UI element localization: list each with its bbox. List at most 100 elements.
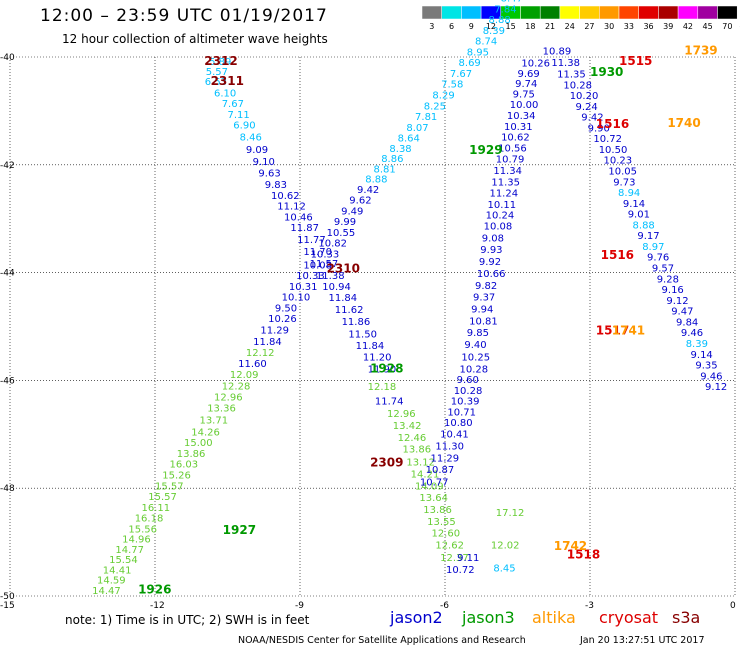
chart-subtitle: 12 hour collection of altimeter wave hei… [62,32,328,46]
wave-height-point: 9.92 [479,257,501,268]
wave-height-point: 11.74 [375,397,404,408]
wave-height-point: 7.67 [222,99,244,110]
wave-height-point: 10.26 [268,314,297,325]
wave-height-point: 9.63 [258,169,280,180]
wave-height-point: 9.73 [613,177,635,188]
wave-height-point: 13.86 [402,445,431,456]
wave-height-point: 13.64 [419,493,448,504]
wave-height-point: 9.75 [513,89,535,100]
wave-height-point: 11.62 [335,305,364,316]
wave-height-point: 13.55 [427,517,456,528]
wave-height-point: 10.56 [498,143,527,154]
wave-height-point: 6.90 [233,121,255,132]
wave-height-point: 12.60 [431,529,460,540]
wave-height-point: 8.38 [389,144,411,155]
wave-height-point: 10.26 [521,59,550,70]
wave-height-point: 8.25 [424,101,446,112]
wave-height-point: 15.26 [162,470,191,481]
wave-height-point: 8.95 [467,47,489,58]
wave-height-point: 7.81 [415,112,437,123]
scale-label: 15 [506,22,516,31]
wave-height-point: 12.62 [435,541,464,552]
wave-height-point: 8.86 [381,154,403,165]
wave-height-point: 11.12 [277,202,306,213]
wave-height-point: 14.09 [415,481,444,492]
wave-height-point: 9.57 [652,264,674,275]
pass-time-label: 2311 [211,74,244,88]
wave-height-point: 10.81 [469,316,498,327]
wave-height-point: 9.94 [471,304,493,315]
scale-label: 42 [683,22,693,31]
wave-height-point: 14.96 [122,535,151,546]
scale-swatch [697,5,718,20]
wave-height-point: 9.11 [457,553,479,564]
data-points: 5.895.576.536.107.677.116.908.469.099.10… [92,0,727,597]
wave-height-point: 10.46 [284,212,313,223]
wave-height-point: 16.18 [135,514,164,525]
footnote: note: 1) Time is in UTC; 2) SWH is in fe… [65,613,310,627]
wave-height-point: 9.99 [334,217,356,228]
scale-label: 39 [663,22,673,31]
wave-height-point: 9.14 [691,350,713,361]
pass-time-label: 1741 [612,324,645,338]
wave-height-point: 6.53 [205,77,227,88]
wave-height-point: 10.00 [510,100,539,111]
wave-height-point: 10.34 [507,111,536,122]
wave-height-point: 10.23 [604,156,633,167]
pass-time-label: 1927 [223,523,256,537]
scale-swatch [638,5,659,20]
wave-height-point: 12.09 [230,370,259,381]
wave-height-point: 10.87 [426,465,455,476]
wave-height-point: 11.60 [238,359,267,370]
wave-height-point: 11.70 [303,247,332,258]
x-tick-label: -6 [440,601,449,611]
y-tick-label: -40 [0,53,15,63]
scale-label: 33 [624,22,634,31]
wave-height-point: 9.01 [628,210,650,221]
wave-height-point: 9.62 [349,196,371,207]
timestamp: Jan 20 13:27:51 UTC 2017 [580,635,705,646]
pass-time-label: 1518 [567,547,600,561]
wave-height-point: 8.45 [493,564,515,575]
wave-height-point: 9.60 [457,375,479,386]
wave-height-point: 10.55 [327,228,356,239]
wave-height-point: 9.93 [480,245,502,256]
wave-height-point: 9.14 [623,199,645,210]
scale-swatch [559,5,580,20]
wave-height-point: 14.77 [115,545,144,556]
wave-height-point: 16.03 [170,460,199,471]
wave-height-point: 10.28 [454,386,483,397]
wave-height-point: 17.12 [496,508,525,519]
wave-height-point: 9.17 [637,231,659,242]
wave-height-point: 10.08 [484,221,513,232]
wave-height-point: 10.39 [451,397,480,408]
wave-height-point: 11.35 [557,69,586,80]
wave-height-point: 15.57 [155,481,184,492]
scale-label: 21 [545,22,555,31]
wave-height-point: 9.28 [657,274,679,285]
pass-time-label: 2312 [204,54,237,68]
pass-time-label: 1517 [596,324,629,338]
wave-height-point: 8.88 [633,220,655,231]
wave-height-point: 9.50 [275,303,297,314]
wave-height-point: 9.46 [681,328,703,339]
wave-height-point: 13.71 [199,416,228,427]
wave-height-point: 13.42 [393,421,422,432]
wave-height-point: 15.56 [128,524,157,535]
wave-height-point: 8.07 [406,123,428,134]
wave-height-point: 10.72 [446,565,475,576]
pass-time-label: 1929 [469,143,502,157]
wave-height-point: 10.77 [420,478,449,489]
wave-height-point: 16.11 [141,503,170,514]
scale-swatch [599,5,620,20]
wave-height-point: 8.97 [642,242,664,253]
legend-jason3: jason3 [462,608,515,627]
wave-height-point: 10.31 [289,282,318,293]
wave-height-point: 10.25 [461,352,490,363]
wave-height-point: 9.85 [467,328,489,339]
wave-height-point: 12.96 [214,392,243,403]
wave-height-point: 13.86 [177,449,206,460]
x-tick-label: -12 [150,601,165,611]
wave-height-point: 9.47 [671,307,693,318]
